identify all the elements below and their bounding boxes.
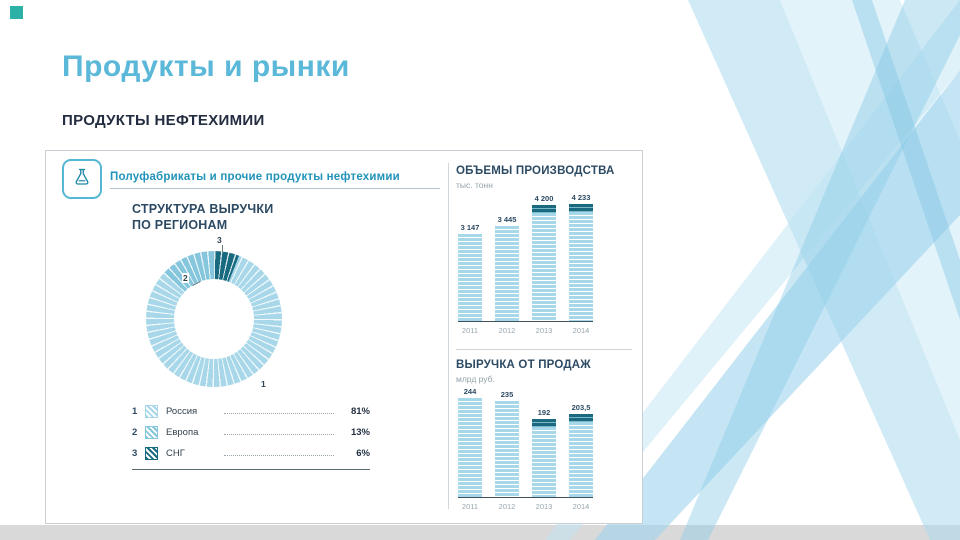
bar-rect [569,414,593,497]
bar-2014: 203,5 2014 [569,403,593,511]
bar-rect [532,419,556,497]
production-title: ОБЪЕМЫ ПРОИЗВОДСТВА [456,165,615,177]
bar-rect [495,401,519,497]
bar-2011: 244 2011 [458,387,482,511]
bar-year-label: 2012 [498,502,516,511]
bar-year-label: 2014 [572,326,590,335]
bar-rect [569,204,593,321]
legend-label: Россия [166,406,198,417]
bar-2013: 192 2013 [532,408,556,511]
section-divider [456,349,632,350]
legend-label: СНГ [166,448,185,459]
slide-accent-square [10,6,23,19]
bar-value-label: 3 147 [460,223,480,232]
bar-rect [458,398,482,497]
bar-year-label: 2013 [535,502,553,511]
legend-dotted-line [224,425,334,435]
bar-value-label: 4 233 [571,193,591,202]
bar-value-label: 192 [537,408,551,417]
bar-2013: 4 200 2013 [532,194,556,335]
legend-percent: 81% [350,406,370,417]
legend-dotted-line [224,446,334,456]
infographic-card: Полуфабрикаты и прочие продукты нефтехим… [45,150,643,524]
regions-heading: СТРУКТУРА ВЫРУЧКИ ПО РЕГИОНАМ [132,201,273,234]
legend-dotted-line [224,404,334,414]
flask-icon-frame [62,159,102,199]
footer-bar [0,525,960,540]
bar-year-label: 2011 [461,502,479,511]
bar-2014: 4 233 2014 [569,193,593,335]
bar-year-label: 2011 [461,326,479,335]
bar-year-label: 2012 [498,326,516,335]
revenue-title: ВЫРУЧКА ОТ ПРОДАЖ [456,359,591,371]
legend-row-europe: 2 Европа 13% [132,422,370,443]
legend-swatch-cis [145,447,158,460]
bar-rect [532,205,556,321]
legend-num: 1 [132,406,138,417]
legend-num: 3 [132,448,138,459]
bar-value-label: 203,5 [571,403,591,412]
bar-rect [458,234,482,321]
legend-row-russia: 1 Россия 81% [132,401,370,422]
legend-percent: 6% [356,448,370,459]
bar-value-label: 235 [500,390,514,399]
bar-value-label: 244 [463,387,477,396]
donut-label-2: 2 [182,273,189,283]
bar-dark-cap [569,414,593,422]
infographic-header: Полуфабрикаты и прочие продукты нефтехим… [110,171,400,183]
donut-label-1: 1 [260,379,267,389]
donut-label-3: 3 [216,235,223,245]
legend-percent: 13% [350,427,370,438]
legend-swatch-russia [145,405,158,418]
bar-value-label: 3 445 [497,215,517,224]
bar-year-label: 2013 [535,326,553,335]
legend-underline [132,469,370,470]
legend-label: Европа [166,427,199,438]
donut-leader-line-3 [222,245,223,252]
bar-year-label: 2014 [572,502,590,511]
column-divider [448,163,449,509]
revenue-bar-chart: 244 2011 235 2012 192 2013 203,5 2014 [458,387,593,511]
regions-donut [146,251,282,387]
bar-2011: 3 147 2011 [458,223,482,335]
bar-dark-cap [532,419,556,427]
legend-row-cis: 3 СНГ 6% [132,443,370,464]
regions-heading-line2: ПО РЕГИОНАМ [132,218,228,233]
bar-rect [495,226,519,321]
regions-legend: 1 Россия 81% 2 Европа 13% 3 СНГ 6% [132,401,370,464]
regions-heading-line1: СТРУКТУРА ВЫРУЧКИ [132,202,274,216]
bar-dark-cap [569,204,593,212]
flask-icon [72,167,92,192]
legend-swatch-europe [145,426,158,439]
production-bar-chart: 3 147 2011 3 445 2012 4 200 2013 4 233 2014 [458,193,593,335]
bar-value-label: 4 200 [534,194,554,203]
production-unit: тыс. тонн [456,180,493,190]
bar-dark-cap [532,205,556,213]
revenue-unit: млрд руб. [456,374,495,384]
bar-2012: 235 2012 [495,390,519,511]
slide-subtitle: ПРОДУКТЫ НЕФТЕХИМИИ [62,112,265,129]
bar-2012: 3 445 2012 [495,215,519,335]
slide-title: Продукты и рынки [62,50,350,83]
donut-hole [174,279,254,359]
header-underline [110,188,440,189]
legend-num: 2 [132,427,138,438]
